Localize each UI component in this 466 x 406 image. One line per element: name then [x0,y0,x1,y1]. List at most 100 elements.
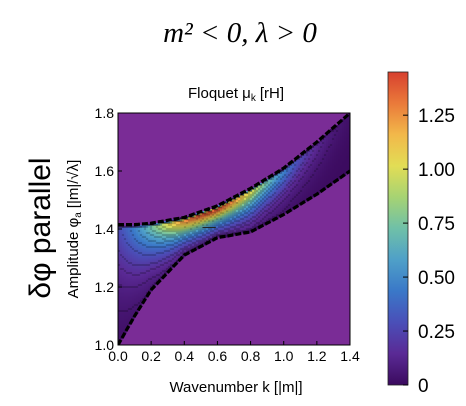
heat-cell [242,201,245,204]
contour-segment [233,232,237,234]
contour-segment [223,208,227,210]
contour-segment [241,194,245,196]
contour-segment [145,254,149,256]
contour-segment [185,250,189,252]
contour-segment [187,216,191,218]
contour-segment [191,216,195,218]
heat-cell [142,233,145,236]
contour-segment [151,224,155,226]
heat-cell [264,195,267,198]
heat-cell [118,333,121,336]
contour-segment [243,216,247,218]
heat-cell [284,203,287,206]
heat-cell [248,225,251,228]
contour-segment [221,204,225,206]
contour-segment [151,268,155,270]
contour-segment [253,186,257,188]
heat-cell [286,203,289,206]
contour-segment [265,180,269,182]
heat-cell [226,217,229,220]
heat-cell [130,315,133,318]
heat-cell [120,285,123,288]
heat-cell [322,183,325,186]
heat-cell [170,257,173,260]
heat-cell [298,163,301,166]
heat-cell [302,157,305,160]
heat-cell [210,237,213,240]
heat-cell [254,203,257,206]
contour-segment [171,230,175,232]
contour-segment [165,256,169,258]
heat-cell [198,229,201,232]
heat-cell [306,195,309,198]
heat-cell [236,219,239,222]
contour-segment [319,146,323,148]
contour-segment [149,228,153,230]
contour-segment [191,246,195,248]
heat-cell [290,195,293,198]
contour-segment [215,210,219,212]
contour-segment [193,234,197,236]
contour-segment [215,208,219,210]
heat-cell [260,215,263,218]
heat-cell [132,297,135,300]
heat-cell [128,291,131,294]
contour-segment [271,176,275,178]
heat-cell [344,153,347,156]
heat-cell [140,287,143,290]
heat-cell [138,265,141,268]
heat-cell [164,241,167,244]
heat-cell [218,217,221,220]
heat-cell [282,203,285,206]
heat-cell [348,143,350,146]
heat-cell [256,209,259,212]
contour-segment [187,216,191,218]
heat-cell [276,199,279,202]
contour-segment [195,244,199,246]
heat-cell [216,227,219,230]
heat-cell [320,141,323,144]
contour-segment [245,192,249,194]
heat-cell [132,273,135,276]
contour-segment [221,230,225,232]
contour-segment [189,230,193,232]
heat-cell [134,247,137,250]
heat-cell [234,207,237,210]
heat-cell [270,185,273,188]
heat-cell [140,243,143,246]
contour-segment [227,220,231,222]
heat-cell [128,229,131,232]
heat-cell [324,151,327,154]
heat-cell [236,223,239,226]
heat-cell [310,151,313,154]
contour-segment [239,194,243,196]
contour-segment [185,232,189,234]
heat-cell [166,237,169,240]
heat-cell [206,239,209,242]
heat-cell [250,225,253,228]
heat-cell [130,303,133,306]
contour-segment [189,216,193,218]
heat-cell [162,269,165,272]
heat-cell [312,189,315,192]
heat-cell [346,121,349,124]
heat-cell [184,225,187,228]
heat-cell [180,231,183,234]
heat-cell [260,209,263,212]
heat-cell [248,215,251,218]
heat-cell [156,269,159,272]
contour-segment [233,200,237,202]
contour-segment [213,212,217,214]
contour-segment [199,222,203,224]
heat-cell [252,195,255,198]
contour-segment [153,246,157,248]
heat-cell [166,259,169,262]
contour-segment [257,202,261,204]
heat-cell [252,217,255,220]
heat-cell [252,191,255,194]
heat-cell [254,197,257,200]
heat-cell [118,257,121,260]
contour-segment [289,172,293,174]
heat-cell [216,225,219,228]
heat-cell [120,257,123,260]
